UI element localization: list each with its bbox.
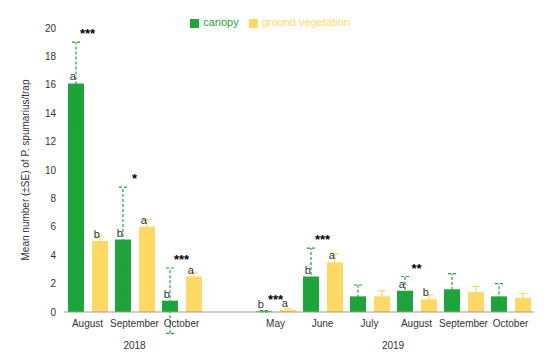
- svg-text:14: 14: [45, 108, 57, 119]
- svg-text:2019: 2019: [382, 340, 405, 351]
- svg-text:a: a: [399, 278, 406, 290]
- svg-text:**: **: [411, 261, 422, 276]
- svg-text:b: b: [94, 228, 100, 240]
- svg-text:August: August: [401, 318, 432, 329]
- svg-text:b: b: [305, 264, 311, 276]
- svg-text:b: b: [258, 298, 264, 310]
- svg-text:***: ***: [80, 26, 96, 41]
- svg-text:8: 8: [50, 193, 56, 204]
- svg-text:***: ***: [268, 292, 284, 307]
- svg-text:b: b: [117, 227, 123, 239]
- svg-text:a: a: [281, 296, 288, 309]
- svg-text:*: *: [132, 171, 138, 186]
- svg-text:October: October: [493, 318, 529, 329]
- svg-text:September: September: [110, 318, 160, 329]
- svg-text:16: 16: [45, 79, 57, 90]
- svg-text:4: 4: [50, 250, 56, 261]
- svg-text:***: ***: [174, 252, 190, 267]
- svg-text:October: October: [164, 318, 200, 329]
- svg-text:August: August: [72, 318, 103, 329]
- svg-text:July: July: [361, 318, 379, 329]
- svg-text:b: b: [164, 288, 170, 300]
- svg-text:10: 10: [45, 165, 57, 176]
- svg-text:12: 12: [45, 136, 57, 147]
- svg-text:2: 2: [50, 278, 56, 289]
- svg-text:20: 20: [45, 23, 57, 34]
- svg-text:***: ***: [315, 232, 331, 247]
- svg-text:Mean number (±SE) of P. spumar: Mean number (±SE) of P. spumarius/trap: [20, 79, 31, 260]
- svg-text:a: a: [187, 263, 194, 276]
- svg-text:June: June: [312, 318, 334, 329]
- svg-text:0: 0: [50, 307, 56, 318]
- svg-text:a: a: [70, 70, 77, 82]
- svg-text:September: September: [439, 318, 489, 329]
- html-text:canopy: canopy: [203, 16, 239, 28]
- svg-text:b: b: [423, 286, 429, 298]
- svg-text:2018: 2018: [123, 340, 146, 351]
- svg-text:a: a: [141, 214, 148, 226]
- svg-text:May: May: [266, 318, 285, 329]
- svg-text:a: a: [329, 249, 336, 261]
- html-text:ground vegetation: ground vegetation: [261, 16, 350, 28]
- svg-text:6: 6: [50, 221, 56, 232]
- svg-text:18: 18: [45, 51, 57, 62]
